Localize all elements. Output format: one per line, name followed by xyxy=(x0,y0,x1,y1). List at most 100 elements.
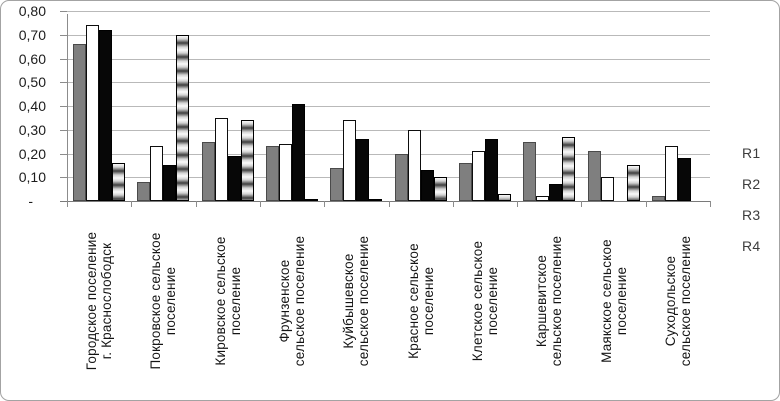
x-axis-tick xyxy=(581,201,583,207)
gridline xyxy=(67,129,710,131)
bar-r1 xyxy=(266,146,280,201)
bar-r2 xyxy=(279,144,293,201)
y-axis-tick xyxy=(60,82,67,84)
category-label-text: Маякское сельское поселение xyxy=(598,239,629,363)
bar-r2 xyxy=(407,129,421,201)
gridline xyxy=(67,34,710,36)
y-axis-tick xyxy=(60,34,67,36)
bar-r4 xyxy=(626,165,640,201)
category-label: Фрунзенское сельское поселение xyxy=(260,206,324,396)
x-axis-tick xyxy=(517,201,519,207)
y-axis-label: 0,80 xyxy=(18,3,46,19)
legend-item-r2: R2 xyxy=(742,176,761,192)
bar-r2 xyxy=(150,146,164,201)
category-label-text: Покровское сельское поселение xyxy=(148,232,179,370)
bar-r3 xyxy=(677,158,691,201)
bar-r1 xyxy=(523,141,537,201)
bar-r1 xyxy=(137,182,151,201)
bar-r1 xyxy=(651,196,665,201)
y-axis-label: 0,10 xyxy=(18,169,46,186)
bar-r1 xyxy=(458,163,472,201)
bar-r1 xyxy=(587,151,601,201)
y-axis-label: 0,60 xyxy=(18,50,46,67)
x-axis-tick xyxy=(388,201,390,207)
gridline xyxy=(67,58,710,60)
category-label-text: Каршевитское сельское поселение xyxy=(534,235,565,367)
bar-r2 xyxy=(471,151,485,201)
y-axis-tick xyxy=(60,153,67,155)
category-label: Маякское сельское поселение xyxy=(581,206,645,396)
bar-r4 xyxy=(497,193,511,201)
bar-r4 xyxy=(176,34,190,201)
bar-r3 xyxy=(484,139,498,201)
category-label-text: Клетское сельское поселение xyxy=(469,240,500,362)
y-axis-label: 0,50 xyxy=(18,74,46,91)
y-axis-tick xyxy=(60,106,67,107)
legend-item-r1: R1 xyxy=(742,145,761,161)
bar-r4 xyxy=(562,136,576,201)
category-label-text: Городское поселение г. Краснослободск xyxy=(84,231,115,371)
category-label: Городское поселение г. Краснослободск xyxy=(67,206,131,396)
bar-r3 xyxy=(549,184,563,201)
x-axis-tick xyxy=(324,201,326,207)
legend-item-r4: R4 xyxy=(742,238,761,254)
x-axis-tick xyxy=(710,201,711,207)
y-axis-tick xyxy=(60,58,67,60)
category-label: Кировское сельское поселение xyxy=(196,206,260,396)
bar-r1 xyxy=(201,141,215,201)
bar-r1 xyxy=(394,153,408,201)
bar-r4 xyxy=(112,163,126,201)
gridline xyxy=(67,82,710,84)
x-axis-tick xyxy=(645,201,647,207)
bar-r2 xyxy=(536,196,550,201)
bar-r4 xyxy=(433,177,447,201)
category-label-text: Суходольское сельское поселение xyxy=(662,235,693,367)
y-axis-label: 0,30 xyxy=(18,121,46,138)
y-axis-label: - xyxy=(28,193,33,209)
bar-r4 xyxy=(305,198,319,201)
category-label: Суходольское сельское поселение xyxy=(646,206,710,396)
category-label: Каршевитское сельское поселение xyxy=(517,206,581,396)
category-label-text: Красное сельское поселение xyxy=(405,243,436,359)
y-axis-tick xyxy=(60,129,67,131)
bar-r3 xyxy=(227,155,241,201)
bar-r3 xyxy=(356,139,370,201)
bar-r2 xyxy=(600,177,614,201)
gridline xyxy=(67,106,710,107)
y-axis-tick xyxy=(60,177,67,179)
gridline xyxy=(67,153,710,155)
x-axis-tick xyxy=(67,201,68,207)
x-axis-tick xyxy=(131,201,133,207)
category-label: Покровское сельское поселение xyxy=(131,206,195,396)
x-axis-tick xyxy=(259,201,261,207)
category-label-text: Кировское сельское поселение xyxy=(212,236,243,366)
category-label: Куйбышевское сельское поселение xyxy=(324,206,388,396)
y-axis-label: 0,20 xyxy=(18,145,46,162)
legend-item-r3: R3 xyxy=(742,207,761,223)
x-axis-tick xyxy=(195,201,197,207)
bar-r4 xyxy=(369,198,383,201)
bar-r1 xyxy=(330,167,344,201)
legend: R1 R2 R3 R4 xyxy=(742,146,761,270)
category-label: Красное сельское поселение xyxy=(389,206,453,396)
bar-r2 xyxy=(86,25,100,201)
gridline xyxy=(67,11,710,12)
bar-r2 xyxy=(214,117,228,201)
category-label-text: Фрунзенское сельское поселение xyxy=(277,235,308,367)
x-axis-tick xyxy=(452,201,454,207)
bar-r4 xyxy=(240,120,254,201)
bar-r2 xyxy=(664,146,678,201)
bar-r2 xyxy=(343,120,357,201)
y-axis-line xyxy=(67,14,68,201)
gridline xyxy=(67,177,710,179)
bar-r3 xyxy=(292,103,306,201)
y-axis-label: 0,40 xyxy=(18,98,46,114)
x-axis-line xyxy=(60,201,710,202)
category-label-text: Куйбышевское сельское поселение xyxy=(341,235,372,367)
bar-r3 xyxy=(99,30,113,201)
bar-r3 xyxy=(420,170,434,201)
y-axis-tick xyxy=(60,11,67,12)
bar-r1 xyxy=(73,44,87,201)
category-label: Клетское сельское поселение xyxy=(453,206,517,396)
